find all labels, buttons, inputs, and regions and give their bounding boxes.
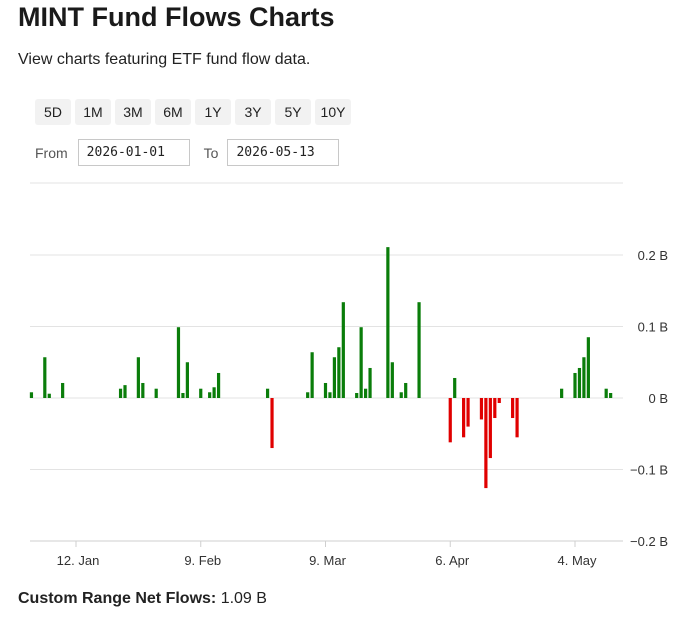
range-button-5y[interactable]: 5Y <box>275 99 311 125</box>
inflow-bar <box>355 392 359 398</box>
outflow-bar <box>448 398 452 443</box>
range-button-3y[interactable]: 3Y <box>235 99 271 125</box>
x-tick-label: 12. Jan <box>57 553 100 568</box>
inflow-bar <box>136 357 140 398</box>
inflow-bar <box>363 388 368 398</box>
inflow-bar <box>181 392 185 398</box>
outflow-bar <box>488 398 492 459</box>
x-tick-label: 9. Feb <box>184 553 221 568</box>
inflow-bar <box>323 382 328 398</box>
inflow-bar <box>265 388 270 398</box>
inflow-bar <box>141 382 145 398</box>
inflow-bar <box>453 377 457 398</box>
to-label: To <box>203 144 219 161</box>
y-tick-label: 0.2 B <box>638 248 668 263</box>
inflow-bar <box>404 382 408 398</box>
range-selector: 5D 1M 3M 6M 1Y 3Y 5Y 10Y <box>35 99 355 125</box>
inflow-bar <box>368 367 372 398</box>
y-tick-label: −0.1 B <box>630 463 668 478</box>
inflow-bar <box>577 367 582 398</box>
outflow-bar <box>466 398 470 427</box>
from-date-input[interactable]: 2026-01-01 <box>77 139 190 166</box>
range-button-1y[interactable]: 1Y <box>195 99 231 125</box>
inflow-bar <box>359 327 363 398</box>
inflow-bar <box>337 347 341 398</box>
x-tick-label: 6. Apr <box>435 553 470 568</box>
inflow-bar <box>560 388 564 398</box>
inflow-bar <box>328 392 332 398</box>
from-label: From <box>35 144 68 161</box>
to-date-input[interactable]: 2026-05-13 <box>227 139 340 166</box>
outflow-bar <box>479 398 484 420</box>
range-button-3m[interactable]: 3M <box>115 99 151 125</box>
inflow-bar <box>47 393 51 398</box>
inflow-bar <box>586 337 590 398</box>
range-button-1m[interactable]: 1M <box>75 99 111 125</box>
net-flows-label: Custom Range Net Flows: <box>18 590 217 607</box>
inflow-bar <box>199 388 203 398</box>
inflow-bar <box>216 372 221 398</box>
inflow-bar <box>399 392 403 398</box>
net-flows-value: 1.09 B <box>220 590 267 607</box>
inflow-bar <box>154 388 158 398</box>
outflow-bar <box>484 398 488 489</box>
inflow-bar <box>306 392 310 398</box>
outflow-bar <box>511 398 515 419</box>
y-tick-label: 0 B <box>648 391 668 406</box>
inflow-bar <box>208 392 212 398</box>
page-title: MINT Fund Flows Charts <box>18 2 335 32</box>
inflow-bar <box>390 362 394 398</box>
inflow-bar <box>604 388 608 398</box>
inflow-bar <box>310 352 314 398</box>
inflow-bar <box>341 302 345 398</box>
inflow-bar <box>29 392 34 398</box>
inflow-bar <box>176 327 181 398</box>
inflow-bar <box>582 357 586 398</box>
outflow-bar <box>462 398 466 438</box>
y-tick-label: 0.1 B <box>638 320 668 335</box>
range-button-5d[interactable]: 5D <box>35 99 71 125</box>
page-subtitle: View charts featuring ETF fund flow data… <box>18 51 311 68</box>
y-tick-label: −0.2 B <box>630 534 668 549</box>
outflow-bar <box>515 398 519 438</box>
inflow-bar <box>43 357 47 398</box>
inflow-bar <box>123 385 127 398</box>
inflow-bar <box>61 382 65 398</box>
inflow-bar <box>573 372 577 398</box>
inflow-bar <box>185 362 189 398</box>
inflow-bar <box>417 302 421 398</box>
inflow-bar <box>332 357 337 398</box>
net-flows-summary: Custom Range Net Flows: 1.09 B <box>18 590 267 608</box>
outflow-bar <box>270 398 274 449</box>
range-button-6m[interactable]: 6M <box>155 99 191 125</box>
range-button-10y[interactable]: 10Y <box>315 99 351 125</box>
date-range: From 2026-01-01 To 2026-05-13 <box>35 139 340 166</box>
x-tick-label: 4. May <box>557 553 597 568</box>
inflow-bar <box>609 392 613 398</box>
inflow-bar <box>212 387 216 398</box>
inflow-bar <box>386 247 390 398</box>
inflow-bar <box>118 388 123 398</box>
fund-flows-chart: 0.2 B 0.1 B 0 B −0.1 B −0.2 B 12. Jan 9. Feb 9.… <box>29 182 668 568</box>
outflow-bar <box>493 398 497 419</box>
x-tick-label: 9. Mar <box>309 553 347 568</box>
outflow-bar <box>497 398 501 404</box>
